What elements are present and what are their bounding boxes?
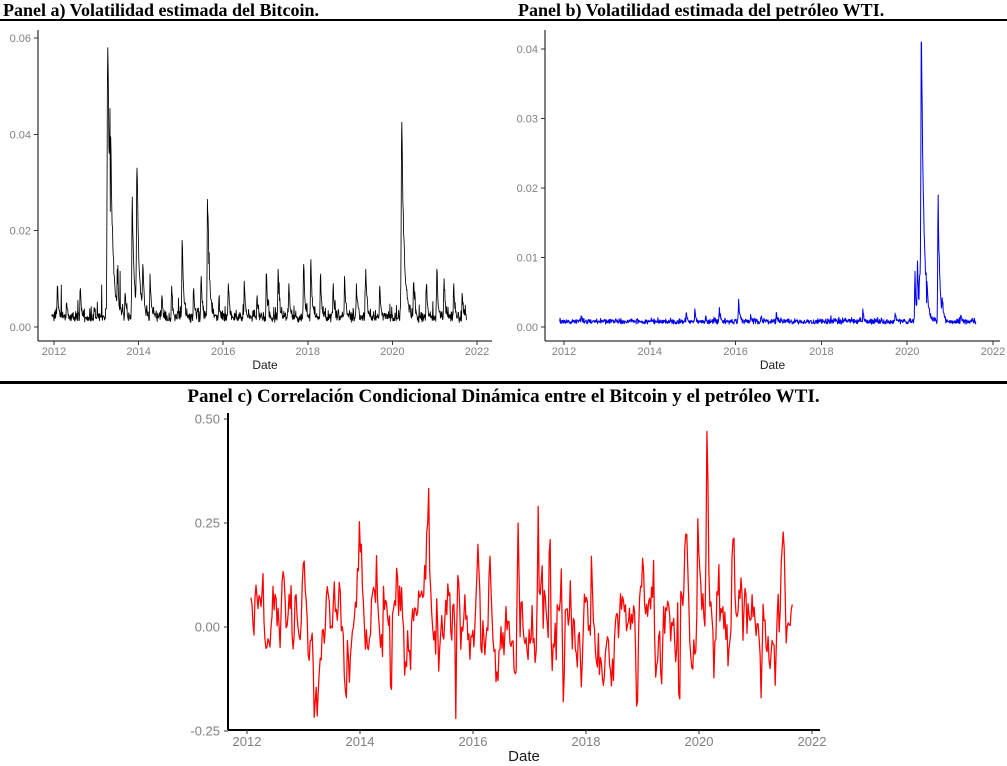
y-tick-label: -0.25 <box>190 724 220 739</box>
y-tick-label: 0.03 <box>517 113 538 125</box>
y-tick-label: 0.25 <box>195 516 220 531</box>
y-tick-label: 0.50 <box>195 412 220 427</box>
series-line-a <box>51 47 467 324</box>
y-tick-label: 0.00 <box>517 322 538 334</box>
y-tick-label: 0.00 <box>10 322 31 334</box>
series-line-c <box>250 430 793 720</box>
x-axis-title: Date <box>252 358 278 372</box>
x-tick-label: 2012 <box>233 734 262 749</box>
dcc-correlation-chart: -0.25 0.00 0.25 0.50 2012 2014 2016 2018 2020 202… <box>190 412 827 765</box>
x-tick-label: 2018 <box>809 346 833 358</box>
x-axis-title: Date <box>508 748 540 765</box>
x-tick-label: 2014 <box>126 346 150 358</box>
y-tick-label: 0.02 <box>10 226 31 238</box>
panel-a-title: Panel a) Volatilidad estimada del Bitcoi… <box>3 0 320 20</box>
y-tick-label: 0.04 <box>10 129 31 141</box>
x-tick-label: 2020 <box>380 346 404 358</box>
x-tick-label: 2012 <box>42 346 66 358</box>
x-tick-label: 2014 <box>346 734 375 749</box>
y-tick-label: 0.06 <box>10 33 31 45</box>
series-line-b <box>559 41 977 325</box>
x-tick-label: 2018 <box>572 734 601 749</box>
x-tick-label: 2020 <box>895 346 919 358</box>
panel-c-title: Panel c) Correlación Condicional Dinámic… <box>187 386 820 407</box>
bitcoin-volatility-chart: 0.00 0.02 0.04 0.06 2012 2014 2016 2018 2020 2022… <box>10 30 492 372</box>
header-divider <box>0 19 1007 21</box>
x-axis-title: Date <box>760 358 786 372</box>
wti-volatility-chart: 0.00 0.01 0.02 0.03 0.04 2012 2014 2016 2018 2020… <box>517 30 1005 372</box>
x-tick-label: 2014 <box>638 346 662 358</box>
section-divider <box>0 381 1007 384</box>
x-tick-label: 2022 <box>981 346 1005 358</box>
y-tick-label: 0.02 <box>517 183 538 195</box>
y-tick-label: 0.00 <box>195 620 220 635</box>
x-tick-label: 2018 <box>296 346 320 358</box>
x-tick-label: 2016 <box>459 734 488 749</box>
x-tick-label: 2016 <box>723 346 747 358</box>
panel-b-title: Panel b) Volatilidad estimada del petról… <box>518 0 885 20</box>
y-tick-label: 0.01 <box>517 252 538 264</box>
y-tick-label: 0.04 <box>517 44 538 56</box>
x-tick-label: 2022 <box>798 734 827 749</box>
x-tick-label: 2016 <box>211 346 235 358</box>
x-tick-label: 2022 <box>465 346 489 358</box>
x-tick-label: 2012 <box>552 346 576 358</box>
x-tick-label: 2020 <box>685 734 714 749</box>
